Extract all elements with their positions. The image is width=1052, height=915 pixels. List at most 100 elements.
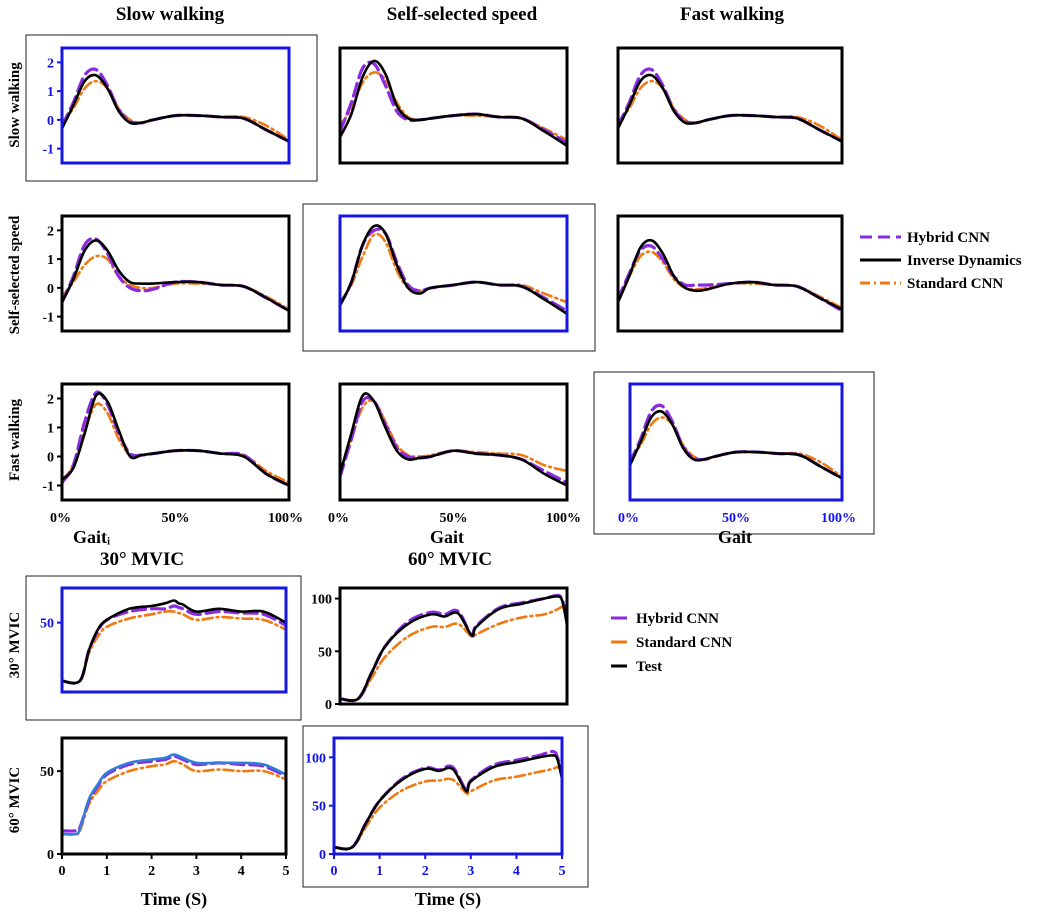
series-standard-cnn-line [630,416,842,479]
series-inverse-dynamics-line [340,224,567,316]
mvic-row-label-1: 60° MVIC [7,767,23,833]
y-tick-label: 1 [47,422,54,437]
gait-legend: Hybrid CNN Inverse Dynamics Standard CNN [860,230,1022,292]
x-tick-label: 50% [722,511,750,526]
panel-4 [338,214,569,333]
series-inverse-dynamics-line [618,238,842,311]
x-tick-label: 3 [193,864,200,879]
highlight-frame-gait-2-2 [302,203,596,352]
x-tick-label: 100% [546,511,581,526]
gait-row-label-1: Self-selected speed [7,215,23,334]
y-tick-label: 2 [47,393,54,408]
legend-label-mvic-standard: Standard CNN [636,635,732,651]
panel-10: 0 50 100 [311,586,569,713]
x-tick-label: 2 [422,864,429,879]
x-tick-label: 0% [50,511,71,526]
x-tick-label: 0% [328,511,349,526]
series-test-line [334,754,562,851]
highlight-frame-gait-1-1 [25,34,318,182]
mvic-legend: Hybrid CNN Standard CNN Test [611,611,732,675]
y-tick-label: 0 [47,451,54,466]
highlight-frame-mvic-2-2 [302,725,589,888]
panel-0: -1 0 1 2 [42,46,291,165]
series-hybrid-cnn-line [62,236,289,313]
series-test-line [62,599,286,685]
gait-xlabel-1: Gait [430,527,464,547]
legend-label-inverse: Inverse Dynamics [907,253,1022,269]
highlight-frame-gait-3-3 [593,371,875,535]
y-tick-label: 50 [318,645,332,660]
y-tick-label: -1 [42,480,54,495]
series-standard-cnn-line [618,250,842,310]
panel-6: -1 0 1 2 0% 50% 100% [42,382,303,526]
plot-frame [338,586,569,706]
gait-col-header-2: Fast walking [680,4,784,25]
panel-3: -1 0 1 2 [42,214,291,333]
x-tick-label: 50% [440,511,468,526]
series-inverse-dynamics-line [340,59,567,148]
series-hybrid-cnn-line [334,749,562,851]
x-tick-label: 0 [59,864,66,879]
x-tick-label: 3 [467,864,474,879]
x-tick-label: 1 [376,864,383,879]
series-hybrid-cnn-line [340,60,567,145]
y-tick-label: 2 [47,224,54,239]
series-standard-cnn-line [340,605,567,702]
plot-frame [628,382,844,502]
gait-xlabel-2: Gait [718,527,752,547]
x-tick-label: 50% [162,511,190,526]
series-standard-cnn-line [62,610,286,685]
y-tick-label: -1 [42,311,54,326]
mvic-col-header-0: 30° MVIC [100,549,184,570]
panel-2 [616,46,844,165]
series-hybrid-cnn-line [340,593,567,703]
x-tick-label: 5 [559,864,566,879]
series-inverse-dynamics-line [340,392,567,487]
gait-col-header-0: Slow walking [116,4,225,25]
x-tick-label: 5 [283,864,290,879]
plot-frame [338,46,569,165]
y-tick-label: 0 [47,114,54,129]
series-inverse-dynamics-line [618,73,842,143]
plot-frame [60,382,291,502]
series-standard-cnn-line [62,759,286,836]
legend-label-mvic-test: Test [636,659,662,675]
y-tick-label: 0 [47,282,54,297]
series-standard-cnn-line [618,79,842,142]
y-tick-label: 100 [305,751,326,766]
y-tick-label: 50 [312,800,326,815]
series-standard-cnn-line [340,71,567,142]
series-standard-cnn-line [62,402,289,484]
series-inverse-dynamics-line [630,409,842,480]
panel-12: 0 50 100 0 1 2 3 4 5 [305,736,566,879]
plot-frame [60,586,288,694]
series-inverse-dynamics-line [62,239,289,313]
y-tick-label: 2 [47,56,54,71]
plot-frame [332,736,564,856]
y-tick-label: -1 [42,143,54,158]
gait-col-header-1: Self-selected speed [387,4,538,25]
gait-xlabel-0: Gaitᵢ [73,527,110,547]
legend-label-mvic-hybrid: Hybrid CNN [636,611,719,627]
series-inverse-dynamics-line [62,392,289,487]
panel-9: 50 [40,586,288,694]
series-hybrid-cnn-line [618,244,842,313]
x-tick-label: 100% [268,511,303,526]
plot-frame [616,214,844,333]
y-tick-label: 0 [319,848,326,863]
gait-row-label-2: Fast walking [7,398,23,481]
plot-frame [338,214,569,333]
plot-frame [616,46,844,165]
panel-5 [616,214,844,333]
mvic-row-label-0: 30° MVIC [7,612,23,678]
plot-frame [60,736,288,856]
series-hybrid-cnn-line [340,227,567,313]
series-hybrid-cnn-line [340,395,567,485]
plot-frame [60,46,291,165]
x-tick-label: 100% [821,511,856,526]
legend-label-standard: Standard CNN [907,276,1003,292]
y-tick-label: 50 [40,765,54,780]
y-tick-label: 0 [47,848,54,863]
